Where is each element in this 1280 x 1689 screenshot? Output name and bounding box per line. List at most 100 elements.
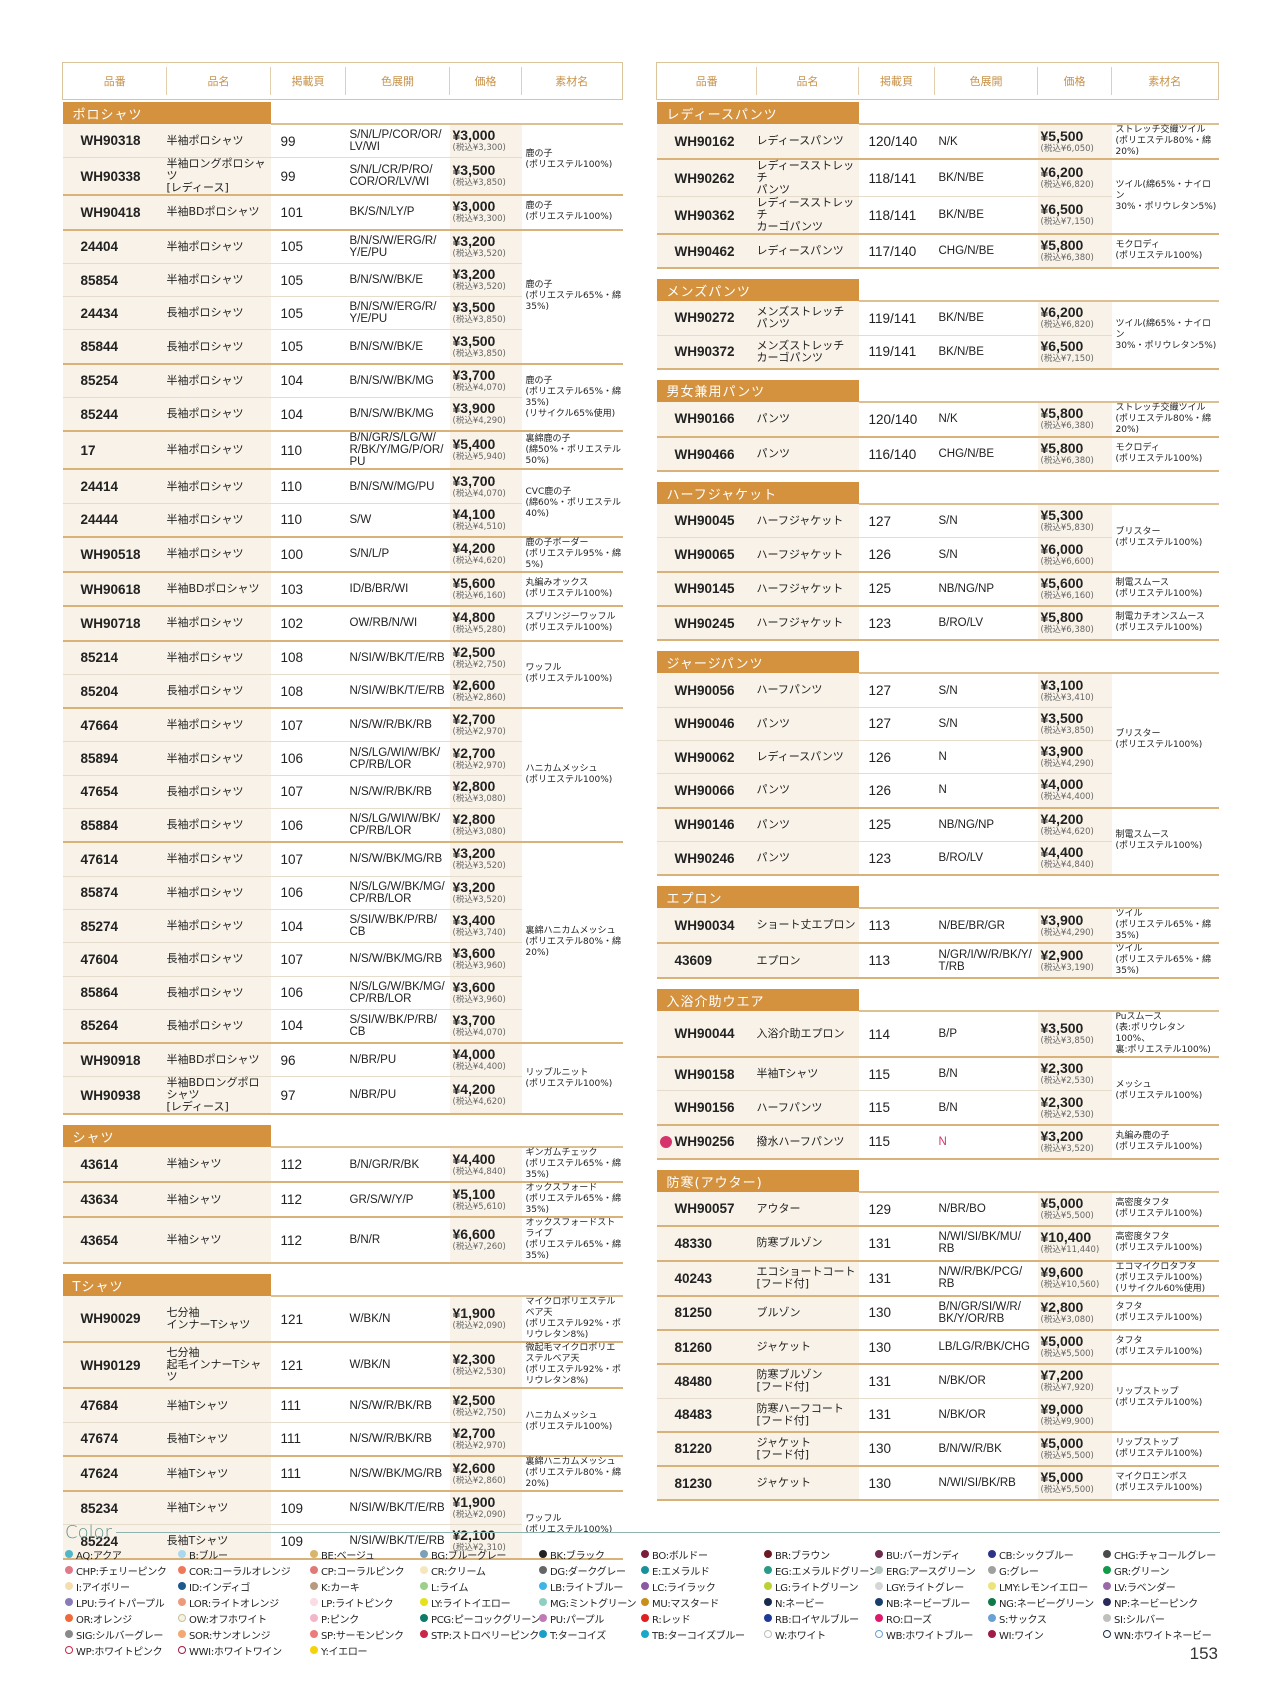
product-row: WH90066 パンツ 126 N ¥4,000 (税込¥4,400): [656, 773, 1219, 809]
price-tax-included: (税込¥3,300): [452, 214, 506, 225]
color-variants: N/​WI/​SI/​BK/​MU/​RB: [934, 1226, 1038, 1262]
color-swatch-icon: [641, 1598, 649, 1606]
color-variants: N/​K: [934, 124, 1038, 160]
catalog-page: 96: [270, 1043, 346, 1078]
material: 裏綿ハニカムメッシュ (ポリエステル80%・綿20%): [521, 842, 623, 1045]
color-variants: LB/​LG/​R/​BK/​CHG: [934, 1329, 1038, 1366]
color-swatch-icon: [764, 1598, 772, 1606]
price-tax-included: (税込¥7,920): [1040, 1383, 1094, 1394]
material: 制電スムース (ポリエステル100%): [1111, 807, 1219, 877]
color-swatch-icon: [420, 1630, 428, 1638]
product-row: 85264 長袖ポロシャツ 104 S/​SI/​W/​BK/​P/​RB/​CB ¥3…: [62, 1009, 623, 1045]
catalog-page: 116/140: [858, 436, 935, 473]
price-tax-included: (税込¥3,520): [452, 248, 506, 259]
legend-item: LC:ライラック: [641, 1578, 764, 1594]
product-row: 81260 ジャケット 130 LB/​LG/​R/​BK/​CHG ¥5,000 (税込…: [656, 1329, 1219, 1366]
color-swatch-icon: [875, 1630, 883, 1638]
color-swatch-icon: [178, 1582, 186, 1590]
price-base: ¥6,500: [1040, 201, 1084, 217]
color-variants: BK/​N/​BE: [934, 196, 1038, 235]
section-title: メンズパンツ: [656, 279, 859, 302]
color-variants: N/​BR/​PU: [345, 1043, 450, 1078]
catalog-page: 121: [270, 1296, 346, 1344]
product-code: 47684: [62, 1388, 167, 1423]
section-title: レディースパンツ: [656, 102, 859, 124]
color-swatch-icon: [65, 1582, 73, 1590]
price-base: ¥3,600: [452, 978, 496, 995]
color-variants: N/​S/​W/​R/​BK/​RB: [345, 775, 450, 810]
price-base: ¥3,100: [1040, 676, 1084, 693]
color-swatch-icon: [1103, 1550, 1111, 1558]
color-swatch-icon: [420, 1582, 428, 1590]
color-variants: N/​SI/​W/​BK/​T/​E/​RB: [345, 1524, 450, 1560]
color-variants: B/​N/​R: [345, 1217, 450, 1265]
price-tax-included: (税込¥6,600): [1040, 556, 1094, 567]
price-base: ¥3,900: [1040, 911, 1084, 928]
price-tax-included: (税込¥6,380): [1040, 253, 1094, 264]
color-variants: S/​N: [934, 504, 1038, 539]
color-variants: B/​N/​GR/​S/​LG/​W/​R/​BK/​Y/​MG/​P/​OR/…: [345, 431, 450, 471]
price: ¥6,500 (税込¥7,150): [1037, 335, 1112, 370]
color-variants: N/​BK/​OR: [934, 1398, 1038, 1433]
color-variants: S/​N/​L/​CR/​P/​RO/​COR/​OR/​LV/​WI: [345, 157, 450, 197]
price-base: ¥6,200: [1040, 304, 1084, 321]
color-swatch-icon: [178, 1630, 186, 1638]
legend-item: P:ピンク: [310, 1610, 420, 1626]
price-base: ¥2,500: [452, 1391, 496, 1408]
price-base: ¥2,300: [452, 1351, 496, 1368]
price: ¥3,700 (税込¥4,070): [449, 363, 522, 399]
catalog-page: 113: [858, 908, 935, 945]
legend-item: LP:ライトピンク: [310, 1594, 420, 1610]
material: ハニカムメッシュ (ポリエステル100%): [521, 708, 623, 844]
catalog-page: 126: [858, 773, 935, 809]
product-code: WH90065: [656, 537, 757, 573]
price: ¥3,700 (税込¥4,070): [449, 1009, 522, 1045]
color-swatch-icon: [875, 1614, 883, 1622]
product-row: WH90618 半袖BDポロシャツ 103 ID/​B/​BR/​WI ¥5,600 (税…: [62, 571, 623, 608]
color-swatch-icon: [539, 1582, 547, 1590]
catalog-page: 109: [270, 1491, 346, 1526]
product-row: WH90065 ハーフジャケット 126 S/​N ¥6,000 (税込¥6,600): [656, 537, 1219, 573]
catalog-page: 104: [270, 1009, 346, 1045]
legend-item: MU:マスタード: [641, 1594, 764, 1610]
material: ハニカムメッシュ (ポリエステル100%): [521, 1388, 623, 1458]
product-row: WH90246 パンツ 123 B/​RO/​LV ¥4,400 (税込¥4,840): [656, 841, 1219, 877]
color-variants: N/​S/​LG/​WI/​W/​BK/​CP/​RB/​LOR: [345, 741, 450, 776]
product-code: 85894: [62, 741, 167, 776]
price-tax-included: (税込¥11,440): [1040, 1245, 1100, 1256]
color-variants: OW/​RB/​N/​WI: [345, 606, 450, 642]
price-base: ¥3,400: [452, 912, 496, 929]
price-tax-included: (税込¥4,400): [1040, 792, 1094, 803]
product-code: 43634: [62, 1182, 167, 1219]
color-swatch-icon: [875, 1566, 883, 1574]
legend-item: LOR:ライトオレンジ: [178, 1594, 310, 1610]
product-name: ハーフパンツ: [756, 1090, 859, 1126]
product-code: 85204: [62, 674, 167, 710]
price: ¥3,200 (税込¥3,520): [449, 876, 522, 910]
product-row: 81230 ジャケット 130 N/​WI/​SI/​BK/​RB ¥5,000 (税込¥…: [656, 1466, 1219, 1502]
price: ¥3,500 (税込¥3,850): [449, 296, 522, 331]
product-code: 85864: [62, 976, 167, 1010]
price-tax-included: (税込¥5,500): [1040, 1349, 1094, 1360]
price-tax-included: (税込¥2,090): [452, 1510, 506, 1521]
legend-item: CP:コーラルピンク: [310, 1562, 420, 1578]
color-swatch-icon: [988, 1614, 996, 1622]
catalog-page: 115: [858, 1090, 935, 1126]
product-code: WH90045: [656, 504, 757, 539]
product-name: エプロン: [756, 943, 859, 980]
legend-item: I:アイボリー: [65, 1578, 178, 1594]
price-base: ¥3,500: [452, 299, 496, 316]
product-name: ハーフジャケット: [756, 606, 859, 642]
product-name: 半袖ロングポロシャツ [レディース]: [166, 157, 271, 197]
price: ¥2,800 (税込¥3,080): [1037, 1295, 1112, 1331]
price-base: ¥10,400: [1040, 1229, 1092, 1246]
price-tax-included: (税込¥5,500): [1040, 1450, 1094, 1461]
product-code: 24434: [62, 296, 167, 331]
price-base: ¥5,000: [1040, 1434, 1084, 1451]
product-name: 長袖ポロシャツ: [166, 296, 271, 331]
material: 鹿の子 (ポリエステル100%): [521, 195, 623, 231]
column-header: 価格: [449, 62, 522, 100]
product-name: ジャケット [フード付]: [756, 1431, 859, 1468]
color-variants: S/​W: [345, 503, 450, 538]
catalog-page: 113: [858, 943, 935, 980]
